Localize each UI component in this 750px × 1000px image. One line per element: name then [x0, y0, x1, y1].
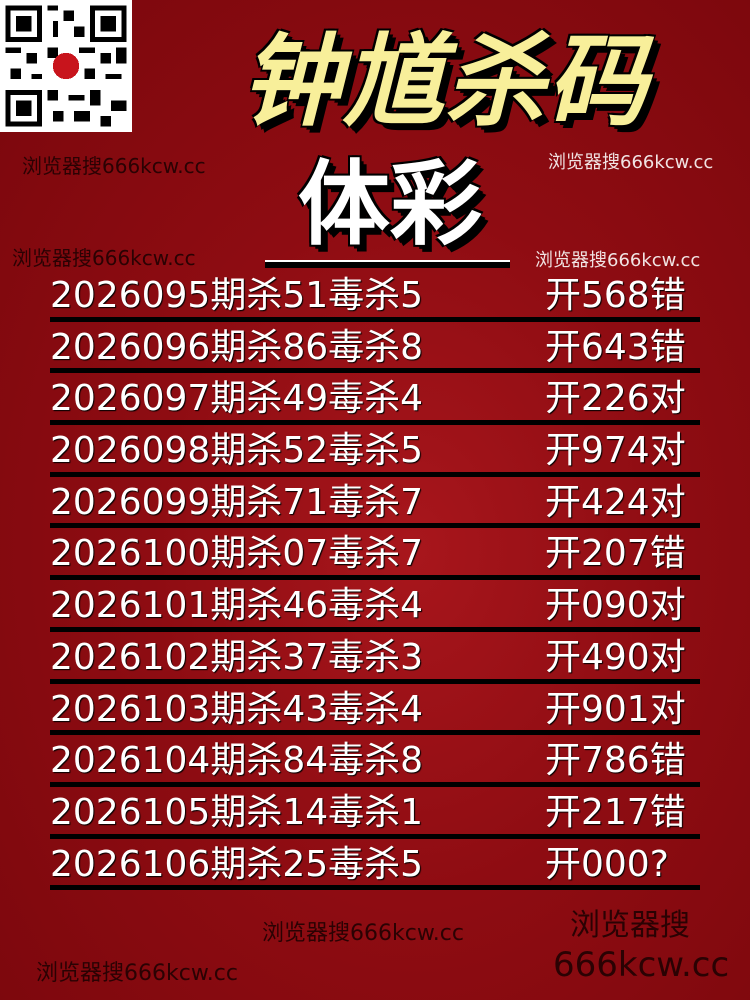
- list-item: 2026106期杀25毒杀5 开000?: [50, 839, 700, 891]
- watermark: 666kcw.cc: [553, 945, 730, 985]
- list-item: 2026095期杀51毒杀5 开568错: [50, 270, 700, 322]
- watermark: 浏览器搜666kcw.cc: [36, 961, 238, 986]
- watermark: 浏览器搜666kcw.cc: [548, 152, 714, 173]
- kill-numbers: 2026099期杀71毒杀7: [50, 481, 424, 523]
- list-item: 2026096期杀86毒杀8 开643错: [50, 322, 700, 374]
- watermark: 浏览器搜666kcw.cc: [262, 921, 464, 946]
- list-item: 2026098期杀52毒杀5 开974对: [50, 425, 700, 477]
- list-item: 2026105期杀14毒杀1 开217错: [50, 787, 700, 839]
- watermark: 浏览器搜: [570, 908, 690, 943]
- draw-result: 开568错: [545, 275, 686, 316]
- draw-result: 开090对: [545, 585, 686, 627]
- results-list: 2026095期杀51毒杀5 开568错 2026096期杀86毒杀8 开643错 …: [50, 270, 700, 891]
- draw-result: 开490对: [545, 636, 686, 678]
- list-item: 2026099期杀71毒杀7 开424对: [50, 477, 700, 529]
- list-item: 2026102期杀37毒杀3 开490对: [50, 632, 700, 684]
- list-item: 2026101期杀46毒杀4 开090对: [50, 580, 700, 632]
- list-item: 2026103期杀43毒杀4 开901对: [50, 684, 700, 736]
- draw-result: 开901对: [545, 688, 686, 730]
- draw-result: 开226对: [545, 378, 686, 420]
- draw-result: 开424对: [545, 481, 686, 523]
- kill-numbers: 2026098期杀52毒杀5: [50, 430, 424, 472]
- kill-numbers: 2026105期杀14毒杀1: [50, 791, 424, 833]
- list-item: 2026097期杀49毒杀4 开226对: [50, 373, 700, 426]
- page-title: 钟馗杀码: [241, 23, 649, 140]
- kill-numbers: 2026100期杀07毒杀7: [50, 533, 424, 575]
- kill-numbers: 2026096期杀86毒杀8: [50, 326, 424, 368]
- draw-result: 开207错: [545, 533, 686, 575]
- list-item: 2026104期杀84毒杀8 开786错: [50, 735, 700, 787]
- list-item: 2026100期杀07毒杀7 开207错: [50, 528, 700, 581]
- kill-numbers: 2026095期杀51毒杀5: [50, 275, 424, 316]
- watermark: 浏览器搜666kcw.cc: [12, 246, 196, 270]
- qr-code: [0, 0, 132, 132]
- kill-numbers: 2026102期杀37毒杀3: [50, 636, 424, 678]
- page-subtitle: 体彩: [297, 151, 482, 258]
- kill-numbers: 2026103期杀43毒杀4: [50, 688, 424, 730]
- watermark: 浏览器搜666kcw.cc: [22, 154, 206, 178]
- draw-result: 开786错: [545, 740, 686, 782]
- draw-result: 开217错: [545, 791, 686, 833]
- watermark: 浏览器搜666kcw.cc: [535, 250, 701, 271]
- kill-numbers: 2026097期杀49毒杀4: [50, 378, 424, 420]
- subtitle-underline: [265, 260, 510, 268]
- draw-result: 开643错: [545, 326, 686, 368]
- kill-numbers: 2026106期杀25毒杀5: [50, 843, 424, 885]
- kill-numbers: 2026101期杀46毒杀4: [50, 585, 424, 627]
- draw-result: 开974对: [545, 430, 686, 472]
- draw-result: 开000?: [545, 843, 669, 885]
- kill-numbers: 2026104期杀84毒杀8: [50, 740, 424, 782]
